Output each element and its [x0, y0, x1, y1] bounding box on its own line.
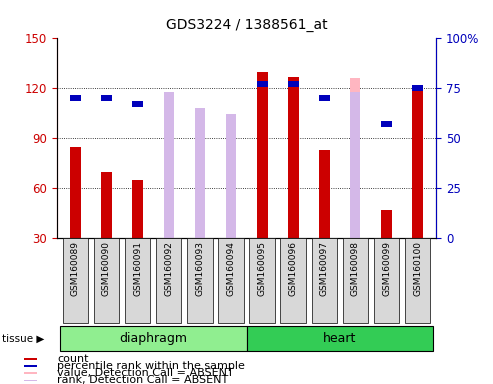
Text: GSM160093: GSM160093	[195, 242, 204, 296]
Text: count: count	[57, 354, 89, 364]
Text: rank, Detection Call = ABSENT: rank, Detection Call = ABSENT	[57, 376, 228, 384]
FancyBboxPatch shape	[125, 238, 150, 323]
Bar	[412, 88, 423, 238]
Text: GSM160090: GSM160090	[102, 242, 111, 296]
Text: GSM160095: GSM160095	[257, 242, 267, 296]
Bar	[24, 380, 37, 381]
Bar	[412, 85, 423, 91]
Text: GSM160097: GSM160097	[320, 242, 329, 296]
FancyBboxPatch shape	[343, 238, 368, 323]
Text: GDS3224 / 1388561_at: GDS3224 / 1388561_at	[166, 18, 327, 32]
Bar	[70, 95, 81, 101]
Text: GSM160091: GSM160091	[133, 242, 142, 296]
Text: diaphragm: diaphragm	[119, 333, 187, 345]
Bar	[101, 172, 112, 238]
Bar	[319, 150, 330, 238]
Bar	[351, 92, 360, 238]
FancyBboxPatch shape	[60, 326, 246, 351]
FancyBboxPatch shape	[218, 238, 244, 323]
Bar	[319, 95, 330, 101]
Bar	[132, 180, 143, 238]
Text: tissue ▶: tissue ▶	[2, 334, 45, 344]
FancyBboxPatch shape	[246, 326, 433, 351]
Bar	[101, 95, 112, 101]
FancyBboxPatch shape	[94, 238, 119, 323]
Bar	[226, 114, 236, 238]
Text: GSM160094: GSM160094	[226, 242, 236, 296]
Bar	[195, 175, 205, 238]
Bar	[381, 210, 392, 238]
Bar	[257, 81, 268, 87]
Text: GSM160098: GSM160098	[351, 242, 360, 296]
FancyBboxPatch shape	[156, 238, 181, 323]
Text: GSM160096: GSM160096	[289, 242, 298, 296]
Bar	[351, 78, 360, 238]
Bar	[381, 121, 392, 127]
Bar	[24, 358, 37, 359]
Bar	[132, 101, 143, 107]
Text: GSM160089: GSM160089	[71, 242, 80, 296]
FancyBboxPatch shape	[187, 238, 212, 323]
Text: GSM160099: GSM160099	[382, 242, 391, 296]
Bar	[288, 77, 299, 238]
Text: GSM160092: GSM160092	[164, 242, 173, 296]
Bar	[164, 122, 174, 238]
FancyBboxPatch shape	[405, 238, 430, 323]
Bar	[24, 365, 37, 367]
FancyBboxPatch shape	[281, 238, 306, 323]
FancyBboxPatch shape	[312, 238, 337, 323]
Text: percentile rank within the sample: percentile rank within the sample	[57, 361, 245, 371]
FancyBboxPatch shape	[63, 238, 88, 323]
Bar	[70, 147, 81, 238]
Bar	[257, 72, 268, 238]
Text: value, Detection Call = ABSENT: value, Detection Call = ABSENT	[57, 368, 234, 378]
Text: heart: heart	[323, 333, 356, 345]
Bar	[24, 372, 37, 374]
Bar	[288, 81, 299, 87]
FancyBboxPatch shape	[374, 238, 399, 323]
Bar	[164, 92, 174, 238]
Text: GSM160100: GSM160100	[413, 242, 422, 296]
Bar	[226, 193, 236, 238]
FancyBboxPatch shape	[249, 238, 275, 323]
Bar	[195, 108, 205, 238]
